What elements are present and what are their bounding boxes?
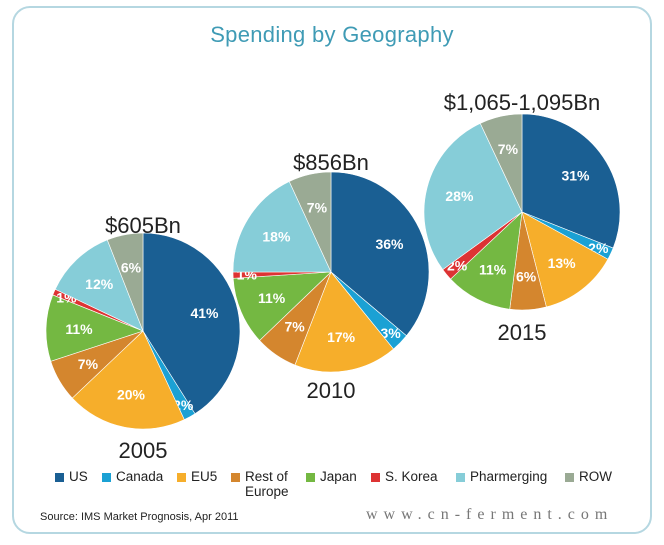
pie-2010: 36%3%17%7%11%1%18%7% (232, 171, 430, 373)
source-note: Source: IMS Market Prognosis, Apr 2011 (40, 511, 239, 523)
legend-item-row: ROW (565, 469, 612, 484)
slice-label-2010-eu5: 17% (327, 329, 356, 345)
slice-2010-eu5 (294, 271, 394, 373)
legend-swatch-pharmerging (456, 473, 465, 482)
slice-label-2015-us: 31% (561, 168, 590, 184)
slice-label-2010-japan: 11% (258, 290, 286, 306)
legend-swatch-s-korea (371, 473, 380, 482)
slice-label-2005-us: 41% (190, 305, 219, 321)
slice-label-2005-rest-of-europe: 7% (78, 356, 99, 372)
pie-2010-year: 2010 (306, 378, 356, 403)
legend-item-s-korea: S. Korea (371, 469, 438, 484)
legend-item-eu5: EU5 (177, 469, 217, 484)
slice-label-2010-row: 7% (307, 200, 328, 216)
legend: US Canada EU5 Rest of Europe Japan S. Ko… (55, 469, 655, 509)
slice-label-2015-rest-of-europe: 6% (516, 269, 537, 285)
legend-item-canada: Canada (102, 469, 163, 484)
slice-2010-row (288, 171, 332, 273)
pie-2015-total: $1,065-1,095Bn (443, 90, 601, 115)
legend-swatch-row (565, 473, 574, 482)
pie-2015: 31%2%13%6%11%2%28%7% (423, 113, 621, 311)
pie-2015-year: 2015 (497, 320, 547, 345)
watermark: www.cn-ferment.com (366, 506, 614, 523)
slice-label-2010-rest-of-europe: 7% (284, 319, 305, 335)
slice-label-2005-row: 6% (121, 260, 142, 276)
slice-label-2005-eu5: 20% (117, 387, 146, 403)
slice-label-2015-pharmerging: 28% (445, 188, 474, 204)
slice-2010-us (330, 171, 430, 337)
slice-2015-japan (450, 211, 523, 310)
slice-2015-eu5 (521, 211, 609, 308)
slice-label-2005-japan: 11% (65, 321, 93, 337)
slice-label-2005-pharmerging: 12% (85, 276, 114, 292)
slice-2015-us (521, 113, 621, 249)
legend-swatch-canada (102, 473, 111, 482)
slice-2015-row (479, 113, 523, 213)
slice-2015-pharmerging (423, 122, 523, 271)
slice-label-2010-pharmerging: 18% (262, 229, 291, 245)
legend-swatch-eu5 (177, 473, 186, 482)
legend-item-japan: Japan (306, 469, 357, 484)
legend-swatch-us (55, 473, 64, 482)
slice-2010-pharmerging (232, 181, 332, 273)
pie-2005: 41%2%20%7%11%1%12%6% (45, 232, 241, 430)
slice-2005-pharmerging (54, 239, 144, 332)
slice-2005-japan (45, 294, 144, 362)
pie-2010-total: $856Bn (293, 150, 369, 175)
pie-2005-year: 2005 (118, 438, 168, 463)
slice-label-2015-row: 7% (498, 141, 519, 157)
legend-item-rest-of-europe: Rest of Europe (231, 469, 296, 499)
chart-title: Spending by Geography (210, 22, 454, 47)
legend-item-pharmerging: Pharmerging (456, 469, 547, 484)
slice-label-2015-eu5: 13% (548, 255, 577, 271)
slice-label-2010-us: 36% (375, 236, 404, 252)
slice-2005-us (142, 232, 241, 415)
legend-swatch-rest-of-europe (231, 473, 240, 482)
slice-2005-eu5 (71, 330, 185, 430)
slice-label-2015-japan: 11% (479, 262, 507, 278)
slice-2005-row (106, 232, 144, 332)
slice-2010-japan (232, 271, 332, 341)
slice-label-2010-canada: 3% (380, 325, 401, 341)
pie-2005-total: $605Bn (105, 213, 181, 238)
legend-swatch-japan (306, 473, 315, 482)
legend-item-us: US (55, 469, 88, 484)
